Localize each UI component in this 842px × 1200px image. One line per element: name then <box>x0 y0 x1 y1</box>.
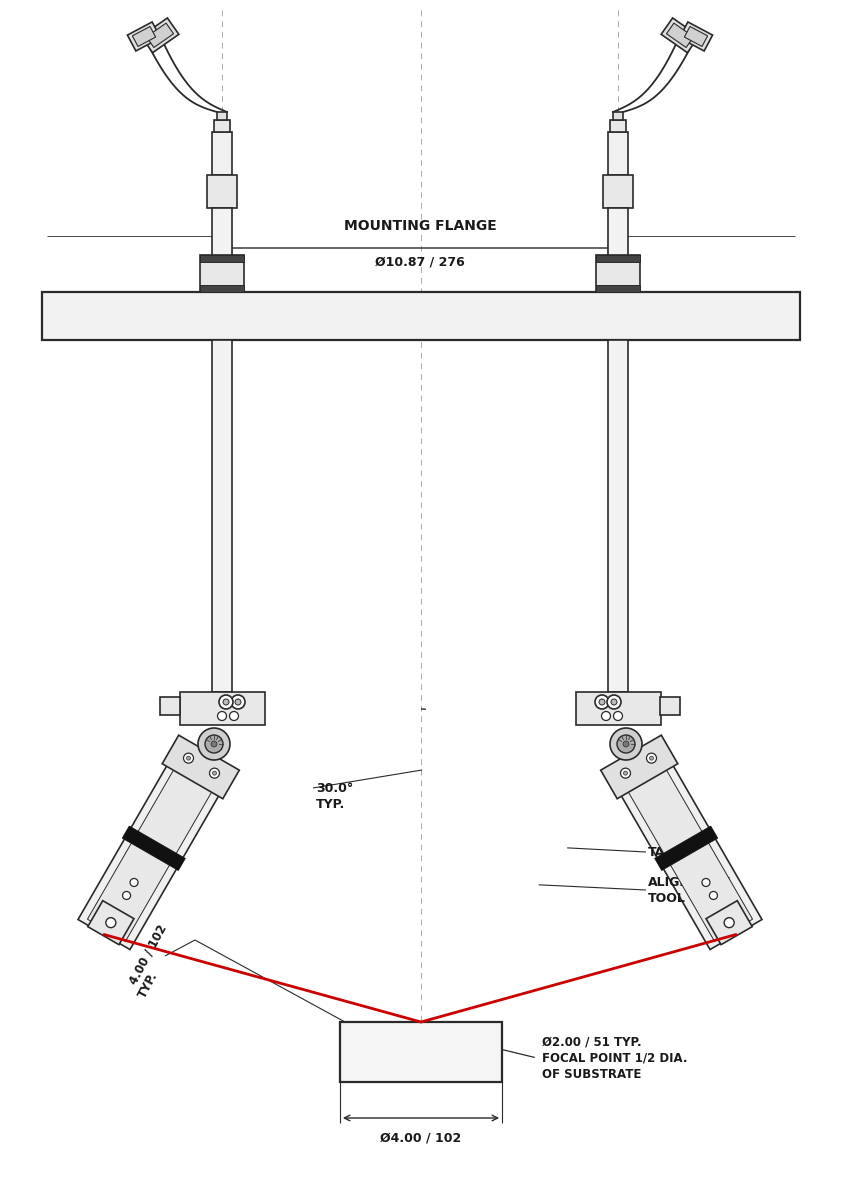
Polygon shape <box>163 736 239 799</box>
Bar <box>42 292 800 340</box>
Bar <box>660 697 680 715</box>
Bar <box>576 692 661 725</box>
Polygon shape <box>618 752 753 941</box>
Circle shape <box>211 740 217 746</box>
Polygon shape <box>127 22 161 50</box>
Bar <box>212 208 232 292</box>
Circle shape <box>106 918 116 928</box>
Text: Ø10.87 / 276: Ø10.87 / 276 <box>376 256 465 269</box>
Circle shape <box>187 756 190 760</box>
Bar <box>340 1022 502 1082</box>
Bar <box>608 340 628 692</box>
Polygon shape <box>661 18 699 53</box>
Circle shape <box>611 698 617 704</box>
Bar <box>160 697 180 715</box>
Bar <box>610 120 626 132</box>
Circle shape <box>649 756 653 760</box>
Circle shape <box>599 698 605 704</box>
Circle shape <box>601 712 610 720</box>
Bar <box>207 175 237 208</box>
Polygon shape <box>122 826 185 870</box>
Polygon shape <box>654 826 717 870</box>
Circle shape <box>123 892 131 900</box>
Bar <box>200 254 244 262</box>
Circle shape <box>724 918 734 928</box>
Text: TYP.: TYP. <box>316 798 345 810</box>
Text: FOCAL POINT 1/2 DIA.: FOCAL POINT 1/2 DIA. <box>542 1051 688 1064</box>
Bar <box>180 692 265 725</box>
Circle shape <box>617 734 635 754</box>
Polygon shape <box>147 23 173 48</box>
Bar <box>212 340 232 692</box>
Circle shape <box>621 768 631 778</box>
Text: Ø4.00 / 102: Ø4.00 / 102 <box>381 1132 461 1145</box>
Text: OF SUBSTRATE: OF SUBSTRATE <box>542 1068 642 1080</box>
Bar <box>214 120 230 132</box>
Circle shape <box>217 712 226 720</box>
Bar <box>613 112 623 120</box>
Circle shape <box>623 740 629 746</box>
Polygon shape <box>88 901 134 944</box>
Bar <box>596 254 640 262</box>
Circle shape <box>595 695 609 709</box>
Text: TOOL: TOOL <box>648 893 686 906</box>
Text: 4.00 / 102: 4.00 / 102 <box>127 923 169 988</box>
Text: 30.0°: 30.0° <box>316 781 354 794</box>
Circle shape <box>130 878 138 887</box>
Circle shape <box>702 878 710 887</box>
Polygon shape <box>679 22 712 50</box>
Bar <box>608 208 628 292</box>
Bar <box>200 254 244 292</box>
Circle shape <box>235 698 241 704</box>
Circle shape <box>231 695 245 709</box>
Circle shape <box>210 768 220 778</box>
Polygon shape <box>685 26 707 47</box>
Circle shape <box>219 695 233 709</box>
Polygon shape <box>706 901 752 944</box>
Circle shape <box>624 772 627 775</box>
Bar <box>603 175 633 208</box>
Circle shape <box>212 772 216 775</box>
Text: TARGET: TARGET <box>648 846 702 858</box>
Circle shape <box>610 728 642 760</box>
Bar <box>200 284 244 292</box>
Polygon shape <box>666 23 694 48</box>
Text: TYP.: TYP. <box>136 970 160 1001</box>
Bar <box>596 284 640 292</box>
Bar <box>217 112 227 120</box>
Circle shape <box>647 754 657 763</box>
Polygon shape <box>608 742 762 949</box>
Circle shape <box>230 712 238 720</box>
Text: MOUNTING FLANGE: MOUNTING FLANGE <box>344 218 497 233</box>
Text: ALIGNMENT: ALIGNMENT <box>648 876 731 888</box>
Polygon shape <box>88 752 221 941</box>
Bar <box>608 132 628 175</box>
Polygon shape <box>141 18 179 53</box>
Polygon shape <box>78 742 232 949</box>
Bar <box>212 132 232 175</box>
Text: Ø2.00 / 51 TYP.: Ø2.00 / 51 TYP. <box>542 1036 642 1049</box>
Circle shape <box>184 754 194 763</box>
Circle shape <box>223 698 229 704</box>
Circle shape <box>607 695 621 709</box>
Circle shape <box>710 892 717 900</box>
Circle shape <box>205 734 223 754</box>
Circle shape <box>198 728 230 760</box>
Polygon shape <box>132 26 156 47</box>
Bar <box>596 254 640 292</box>
Circle shape <box>614 712 622 720</box>
Polygon shape <box>600 736 678 799</box>
